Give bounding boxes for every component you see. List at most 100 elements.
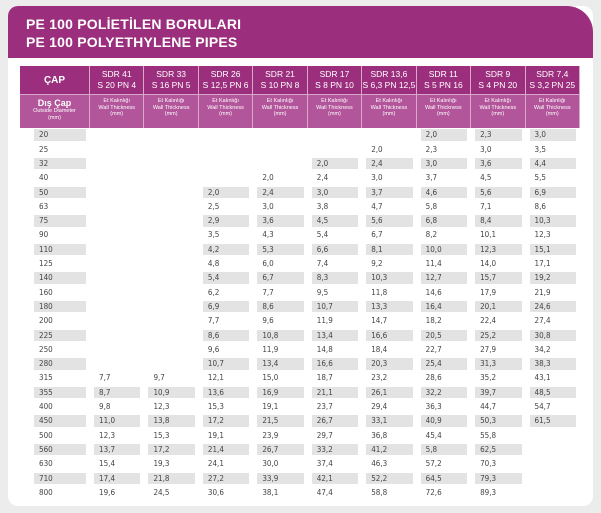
thickness-cell: 18,4 — [362, 342, 416, 356]
thickness-cell — [144, 300, 198, 314]
cell-value: 3,0 — [529, 129, 576, 141]
thickness-cell: 5,4 — [199, 271, 253, 285]
thickness-cell: 5,5 — [526, 171, 581, 185]
label: Et Kalınlığı — [157, 98, 185, 104]
cell-value: 35,2 — [480, 373, 497, 383]
cell-value: 9,7 — [153, 373, 165, 383]
thickness-cell: 20,1 — [471, 300, 525, 314]
cell-value: 29,7 — [316, 430, 333, 440]
thickness-cell: 15,3 — [199, 400, 253, 414]
cell-value: 28,6 — [425, 373, 442, 383]
cell-value: 21,4 — [202, 443, 250, 456]
thickness-cell: 9,5 — [308, 285, 362, 299]
thickness-cell: 40,9 — [417, 414, 471, 428]
thickness-cell: 13,6 — [199, 385, 253, 399]
cell-value: 13,7 — [94, 443, 141, 456]
thickness-cell: 26,1 — [362, 385, 416, 399]
thickness-cell — [144, 128, 198, 142]
thickness-cell: 26,7 — [253, 443, 307, 457]
thickness-cell — [90, 314, 144, 328]
sdr: SDR 11 — [428, 69, 458, 79]
thickness-cell: 70,3 — [471, 457, 525, 471]
thickness-cell: 12,7 — [417, 271, 471, 285]
thickness-cell: 44,7 — [471, 400, 525, 414]
cell-value: 64,5 — [420, 472, 468, 485]
thickness-cell: 36,3 — [417, 400, 471, 414]
thickness-cell — [144, 214, 198, 228]
column-header: SDR 17 S 8 PN 10 — [307, 66, 363, 94]
thickness-cell: 36,8 — [362, 428, 416, 442]
label: Et Kalınlığı — [430, 98, 457, 104]
cell-value: 46,3 — [371, 459, 388, 469]
cell-value: 17,2 — [202, 415, 250, 427]
thickness-cell: 6,9 — [526, 185, 581, 199]
cell-value: 5,4 — [202, 272, 250, 284]
cell-value: 4,5 — [311, 215, 359, 227]
cell-value: 25,2 — [475, 329, 522, 342]
table-row: 63 2,5 3,0 3,8 4,7 5,8 7,1 8,6 — [20, 199, 580, 213]
cell-value: 6,6 — [311, 243, 359, 256]
label: (mm) — [491, 111, 505, 117]
cell-value: 11,4 — [425, 259, 442, 269]
thickness-cell: 3,6 — [471, 157, 525, 171]
thickness-cell: 7,1 — [471, 199, 525, 213]
thickness-cell — [253, 128, 307, 142]
thickness-cell: 10,9 — [144, 385, 198, 399]
table-row: 20 2,0 2,3 3,0 — [20, 128, 580, 142]
title-en: PE 100 POLYETHYLENE PIPES — [26, 34, 238, 50]
cell-value: 3,0 — [311, 186, 359, 199]
cell-value: 26,7 — [311, 415, 359, 427]
cell-value: 41,2 — [366, 443, 413, 456]
thickness-cell: 23,9 — [253, 428, 307, 442]
thickness-cell: 31,3 — [471, 357, 525, 371]
thickness-cell: 54,7 — [526, 400, 581, 414]
diameter-cell: 63 — [20, 199, 90, 213]
cell-value: 15,4 — [99, 459, 116, 469]
cell-value: 9,5 — [316, 287, 329, 297]
thickness-cell — [90, 285, 144, 299]
cell-value: 12,3 — [99, 430, 116, 440]
cell-value: 2,0 — [420, 129, 468, 141]
thickness-cell: 7,7 — [253, 285, 307, 299]
thickness-cell: 30,8 — [526, 328, 581, 342]
thickness-cell: 13,7 — [90, 443, 144, 457]
cell-value: 13,6 — [202, 386, 250, 399]
thickness-cell — [144, 342, 198, 356]
cell-value: 27,9 — [480, 344, 497, 354]
thickness-cell: 6,7 — [362, 228, 416, 242]
table-row: 225 8,6 10,8 13,4 16,6 20,5 25,2 30,8 — [20, 328, 580, 342]
cell-value: 75 — [34, 215, 86, 227]
diameter-cell: 90 — [20, 228, 90, 242]
cell-value: 7,7 — [207, 316, 220, 326]
cell-value: 8,3 — [311, 272, 359, 284]
thickness-cell: 3,0 — [253, 199, 307, 213]
thickness-cell: 30,0 — [253, 457, 307, 471]
thickness-cell: 3,0 — [362, 171, 416, 185]
cell-value: 4,8 — [207, 259, 220, 269]
table-row: 630 15,4 19,3 24,1 30,0 37,4 46,3 57,2 70,3 — [20, 457, 580, 471]
thickness-cell — [90, 257, 144, 271]
thickness-cell: 19,3 — [144, 457, 198, 471]
cell-value: 33,9 — [257, 472, 304, 485]
thickness-cell — [90, 242, 144, 256]
thickness-cell: 27,4 — [526, 314, 581, 328]
cell-value: 6,9 — [202, 300, 250, 313]
thickness-cell: 10,0 — [417, 242, 471, 256]
diameter-cell: 110 — [20, 242, 90, 256]
thickness-cell: 13,3 — [362, 300, 416, 314]
table-row: 710 17,4 21,8 27,2 33,9 42,1 52,2 64,5 79,3 — [20, 471, 580, 485]
cell-value: 27,2 — [202, 472, 250, 485]
table-row: 400 9,8 12,3 15,3 19,1 23,7 29,4 36,3 44,7 54,7 — [20, 400, 580, 414]
cell-value: 21,5 — [257, 415, 304, 427]
cell-value: 225 — [34, 329, 86, 342]
cell-value: 4,5 — [480, 173, 492, 183]
thickness-cell: 45,4 — [417, 428, 471, 442]
diameter-cell: 450 — [20, 414, 90, 428]
title-tr: PE 100 POLİETİLEN BORULARI — [26, 16, 242, 32]
thickness-cell: 17,9 — [471, 285, 525, 299]
label: Et Kalınlığı — [212, 98, 239, 104]
thickness-cell: 2,4 — [253, 185, 307, 199]
table-row: 50 2,0 2,4 3,0 3,7 4,6 5,6 6,9 — [20, 185, 580, 199]
thickness-cell — [90, 228, 144, 242]
cell-value: 33,2 — [311, 443, 359, 456]
